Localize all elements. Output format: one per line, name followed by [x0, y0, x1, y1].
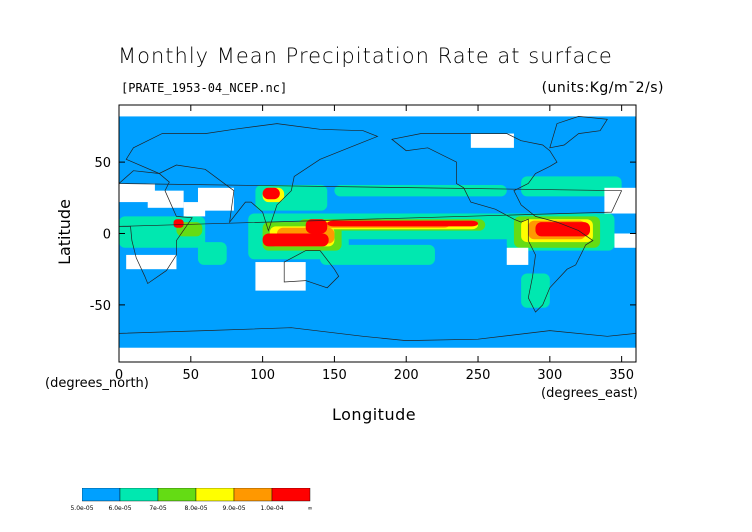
- legend-tick-label-0: 5.0e-05: [70, 505, 94, 512]
- coastline-3: [391, 133, 594, 313]
- missing-data-10: [614, 233, 636, 248]
- precip-region-21: [327, 220, 479, 227]
- units-label: (units:Kg/m¯2/s): [541, 80, 664, 96]
- y-tick-label-2: -50: [90, 299, 111, 314]
- legend-tick-label-2: 7e-05: [149, 505, 167, 512]
- legend-tick-label-4: 9.0e-05: [222, 505, 246, 512]
- x-unit-note: (degrees_east): [541, 386, 638, 401]
- legend-swatch-0: [82, 488, 121, 502]
- missing-data-5: [506, 247, 529, 265]
- x-tick-label-0: 0: [115, 368, 123, 383]
- missing-data-2: [197, 187, 234, 211]
- precip-region-22: [262, 233, 329, 247]
- missing-data-0: [119, 183, 155, 203]
- coastline-1: [125, 123, 379, 232]
- precip-region-4: [197, 242, 227, 265]
- x-tick-label-4: 200: [394, 368, 419, 383]
- x-axis-label: Longitude: [332, 405, 417, 424]
- legend-swatch-4: [233, 488, 273, 502]
- precip-region-26: [262, 187, 280, 200]
- source-file-label: [PRATE_1953-04_NCEP.nc]: [121, 81, 288, 95]
- missing-data-3: [183, 202, 206, 217]
- missing-data-9: [255, 262, 306, 291]
- precip-region-9: [521, 273, 550, 308]
- legend-tick-label-3: 8.0e-05: [184, 505, 208, 512]
- missing-data-4: [126, 254, 177, 270]
- legend-swatch-3: [195, 488, 235, 502]
- x-tick-label-3: 150: [322, 368, 347, 383]
- x-tick-label-1: 50: [183, 368, 200, 383]
- y-tick-label-0: 50: [94, 156, 111, 171]
- coastline-2: [283, 250, 340, 289]
- chart-title: Monthly Mean Precipitation Rate at surfa…: [118, 44, 613, 68]
- x-tick-label-7: 350: [609, 368, 634, 383]
- coastline-0: [119, 170, 623, 285]
- precip-region-25: [173, 219, 184, 228]
- legend-tick-label-1: 6.0e-05: [108, 505, 132, 512]
- precip-region-23: [305, 219, 328, 234]
- coastline-5: [119, 327, 636, 341]
- legend-swatch-5: [271, 488, 311, 502]
- legend-tick-label-5: 1.0e-04: [260, 505, 284, 512]
- legend-tick-label-6: ∞: [307, 505, 313, 512]
- missing-data-11: [470, 133, 514, 148]
- coastline-4: [549, 116, 608, 149]
- y-tick-label-1: 0: [103, 228, 111, 243]
- x-tick-label-6: 300: [537, 368, 562, 383]
- color-legend: [82, 488, 311, 502]
- precip-region-5: [320, 244, 435, 265]
- y-unit-note: (degrees_north): [45, 376, 149, 391]
- x-tick-label-5: 250: [466, 368, 491, 383]
- missing-data-6: [604, 187, 636, 214]
- legend-swatch-2: [157, 488, 197, 502]
- precip-region-7: [521, 176, 622, 197]
- x-tick-label-2: 100: [250, 368, 275, 383]
- missing-data-1: [147, 190, 184, 208]
- missing-data-8: [119, 105, 636, 117]
- precip-region-24: [535, 222, 591, 237]
- plot-field: [119, 105, 636, 362]
- missing-data-7: [119, 347, 636, 362]
- legend-swatch-1: [119, 488, 159, 502]
